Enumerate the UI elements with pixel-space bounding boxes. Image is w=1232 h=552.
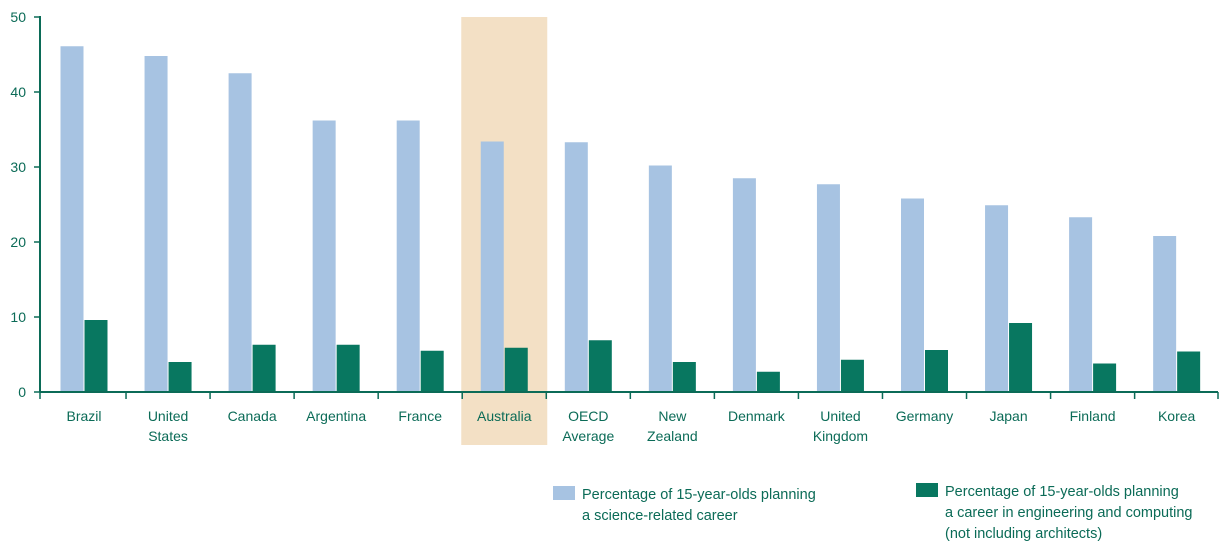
category-label-line: France	[398, 408, 442, 424]
bar-engineering-9	[840, 359, 864, 392]
category-label-10: Germany	[896, 408, 954, 424]
y-tick-label-10: 10	[10, 309, 26, 325]
category-label-0: Brazil	[66, 408, 101, 424]
legend-swatch-0	[553, 486, 575, 500]
category-label-2: Canada	[228, 408, 277, 424]
bar-science-6	[564, 142, 588, 392]
category-label-line: Australia	[477, 408, 532, 424]
category-label-line: Zealand	[647, 428, 698, 444]
category-label-line: States	[148, 428, 188, 444]
bar-engineering-10	[925, 350, 948, 392]
y-tick-label-0: 0	[18, 384, 26, 400]
bar-science-10	[901, 198, 924, 392]
category-label-line: Korea	[1158, 408, 1196, 424]
bar-engineering-5	[504, 347, 528, 392]
y-tick-label-50: 50	[10, 9, 26, 25]
category-label-line: Argentina	[306, 408, 366, 424]
bar-science-2	[228, 73, 252, 392]
category-label-13: Korea	[1158, 408, 1196, 424]
category-label-line: New	[658, 408, 687, 424]
category-label-3: Argentina	[306, 408, 366, 424]
bar-science-0	[60, 46, 84, 392]
bar-science-11	[985, 205, 1009, 392]
category-label-line: Germany	[896, 408, 954, 424]
bar-science-5	[480, 141, 504, 392]
bar-engineering-3	[336, 344, 360, 392]
bar-engineering-0	[84, 320, 108, 392]
legend-label-line: Percentage of 15-year-olds planning	[945, 484, 1179, 500]
legend-label-line: (not including architects)	[945, 526, 1102, 542]
y-tick-label-30: 30	[10, 159, 26, 175]
bar-science-4	[396, 120, 420, 392]
bar-engineering-6	[588, 340, 612, 392]
legend-label-1: Percentage of 15-year-olds planning a car…	[945, 484, 1192, 542]
category-label-line: United	[148, 408, 188, 424]
category-label-9: United Kingdom	[813, 408, 868, 444]
legend-label-line: a career in engineering and computing	[945, 505, 1192, 521]
bar-science-7	[648, 165, 672, 392]
category-label-4: France	[398, 408, 442, 424]
category-label-line: United	[820, 408, 860, 424]
bar-engineering-4	[420, 350, 444, 392]
category-label-11: Japan	[989, 408, 1027, 424]
category-label-line: Canada	[228, 408, 277, 424]
bar-science-12	[1069, 217, 1093, 392]
category-label-1: United States	[148, 408, 188, 444]
highlight-band	[461, 17, 548, 445]
bar-engineering-1	[168, 362, 192, 392]
bar-science-9	[816, 184, 840, 392]
legend-label-line: a science-related career	[582, 508, 738, 524]
category-label-12: Finland	[1070, 408, 1116, 424]
bar-science-3	[312, 120, 336, 392]
category-label-line: Denmark	[728, 408, 786, 424]
bar-engineering-7	[672, 362, 696, 392]
category-label-line: Finland	[1070, 408, 1116, 424]
bar-engineering-12	[1093, 363, 1117, 392]
bar-engineering-13	[1177, 351, 1201, 392]
category-label-6: OECD Average	[562, 408, 614, 444]
category-label-5: Australia	[477, 408, 532, 424]
y-tick-label-20: 20	[10, 234, 26, 250]
legend-swatch-1	[916, 483, 938, 497]
category-label-8: Denmark	[728, 408, 786, 424]
category-label-line: OECD	[568, 408, 608, 424]
bar-science-1	[144, 56, 168, 392]
bar-engineering-8	[756, 371, 780, 392]
bar-science-13	[1153, 236, 1177, 392]
bar-engineering-11	[1009, 323, 1033, 392]
category-label-line: Average	[562, 428, 614, 444]
legend-label-line: Percentage of 15-year-olds planning	[582, 487, 816, 503]
category-label-7: New Zealand	[647, 408, 698, 444]
category-label-line: Kingdom	[813, 428, 868, 444]
legend-label-0: Percentage of 15-year-olds planning a sci…	[582, 487, 816, 524]
category-label-line: Japan	[989, 408, 1027, 424]
y-tick-label-40: 40	[10, 84, 26, 100]
bar-engineering-2	[252, 344, 276, 392]
category-label-line: Brazil	[66, 408, 101, 424]
bar-science-8	[732, 178, 756, 392]
